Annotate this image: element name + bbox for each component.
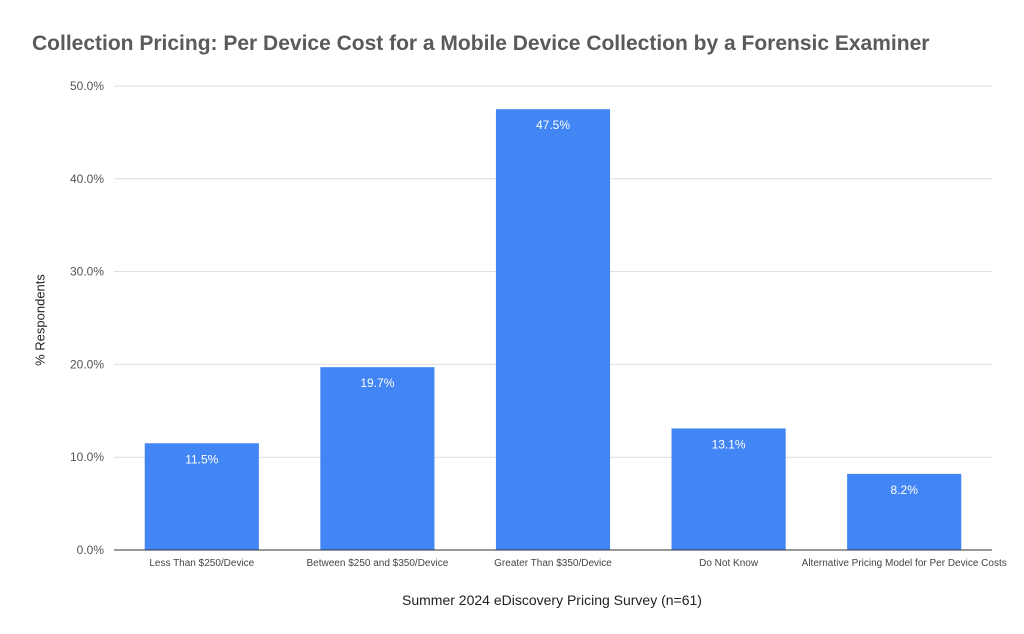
bar: [320, 367, 435, 550]
data-label: 8.2%: [891, 483, 919, 497]
bar: [847, 473, 962, 550]
x-axis-label: Summer 2024 eDiscovery Pricing Survey (n…: [402, 592, 702, 608]
chart-title: Collection Pricing: Per Device Cost for …: [32, 32, 930, 55]
y-tick-label: 40.0%: [70, 172, 104, 186]
x-tick-label: Less Than $250/Device: [149, 558, 254, 569]
y-tick-label: 10.0%: [70, 450, 104, 464]
bar: [671, 428, 786, 550]
y-tick-label: 20.0%: [70, 357, 104, 371]
y-tick-label: 30.0%: [70, 265, 104, 279]
y-tick-label: 0.0%: [77, 543, 105, 557]
data-label: 47.5%: [536, 118, 570, 132]
x-tick-label: Between $250 and $350/Device: [307, 558, 449, 569]
data-label: 19.7%: [360, 376, 394, 390]
x-tick-label: Do Not Know: [699, 558, 759, 569]
bar: [144, 443, 259, 550]
data-label: 13.1%: [712, 437, 746, 451]
bar: [495, 109, 611, 550]
y-tick-label: 50.0%: [70, 79, 104, 93]
x-tick-label: Alternative Pricing Model for Per Device…: [802, 558, 1007, 569]
x-tick-label: Greater Than $350/Device: [494, 558, 612, 569]
data-label: 11.5%: [185, 452, 218, 466]
